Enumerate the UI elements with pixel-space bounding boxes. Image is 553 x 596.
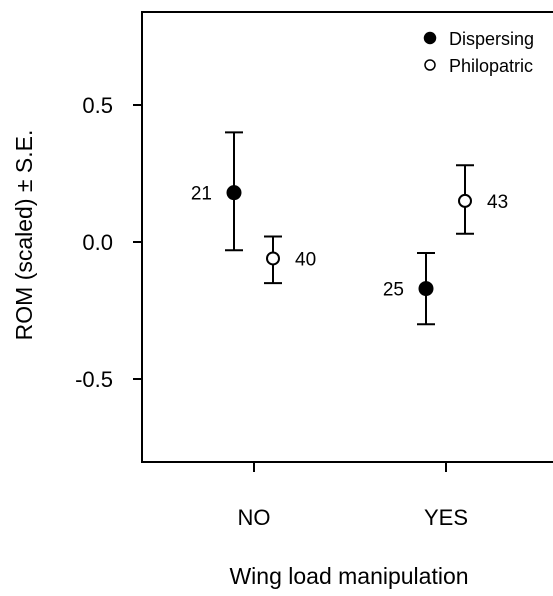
legend-label-dispersing: Dispersing (449, 29, 534, 49)
y-axis: 0.5 0.0 -0.5 (75, 93, 142, 392)
point-philopatric (458, 193, 472, 208)
sample-size-label: 43 (487, 192, 508, 213)
x-tick-label: NO (238, 505, 271, 530)
x-axis-title: Wing load manipulation (229, 563, 468, 589)
data-marks: 21 25 40 43 (191, 131, 508, 326)
legend-label-philopatric: Philopatric (449, 56, 533, 76)
x-axis: NO YES (238, 462, 468, 530)
legend-marker-dispersing (423, 31, 437, 45)
plot-frame (141, 11, 553, 463)
y-tick-label: -0.5 (75, 367, 113, 392)
y-axis-title: ROM (scaled) ± S.E. (11, 130, 37, 341)
point-dispersing (418, 281, 434, 297)
legend-marker-philopatric (424, 59, 436, 71)
sample-size-label: 21 (191, 184, 212, 205)
point-dispersing (226, 185, 242, 201)
point-philopatric (266, 251, 280, 266)
sample-size-label: 40 (295, 249, 316, 270)
x-tick-label: YES (424, 505, 468, 530)
y-tick-label: 0.0 (82, 230, 113, 255)
legend: Dispersing Philopatric (423, 29, 534, 76)
sample-size-label: 25 (383, 280, 404, 301)
y-tick-label: 0.5 (82, 93, 113, 118)
